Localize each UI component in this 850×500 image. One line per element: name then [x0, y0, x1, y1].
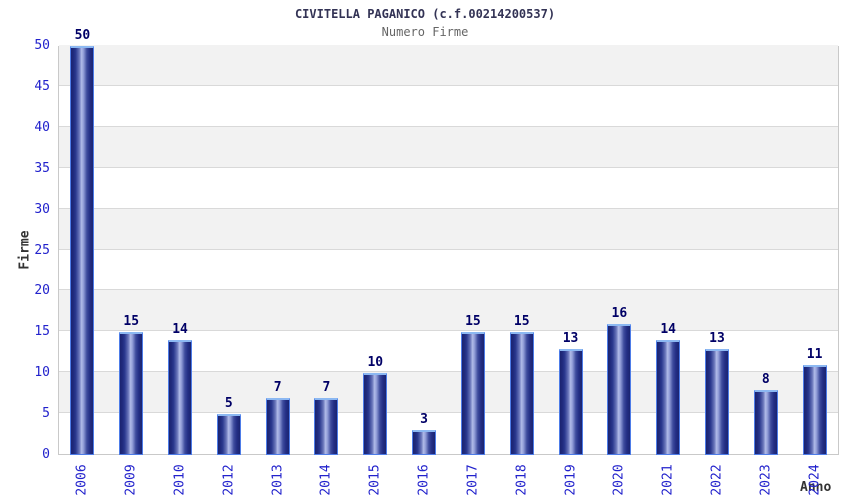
x-tick-label: 2013 — [270, 464, 286, 496]
chart-subtitle: Numero Firme — [381, 25, 469, 39]
bar-2015 — [363, 373, 388, 455]
bar-2012 — [216, 414, 241, 455]
bar-value-label: 3 — [420, 412, 428, 428]
x-tick-label: 2019 — [563, 464, 579, 496]
y-tick-label: 30 — [34, 201, 50, 217]
bar-2019 — [558, 348, 583, 455]
x-tick-label: 2021 — [660, 464, 676, 496]
gridline — [59, 125, 838, 127]
bar-2024 — [802, 365, 827, 455]
gridline — [59, 248, 838, 250]
x-tick-label: 2006 — [74, 464, 90, 496]
gridline — [59, 84, 838, 86]
plot-band — [59, 208, 838, 250]
gridline — [59, 371, 838, 373]
y-tick-label: 10 — [34, 365, 50, 381]
bar-value-label: 7 — [273, 379, 282, 395]
x-tick-label: 2017 — [465, 464, 481, 496]
x-tick-label: 2014 — [318, 464, 334, 496]
plot-band — [59, 126, 838, 168]
bar-2021 — [656, 340, 681, 455]
bar-value-label: 7 — [322, 379, 331, 395]
bar-value-label: 15 — [513, 314, 530, 330]
y-tick-label: 35 — [34, 160, 50, 176]
gridline — [59, 289, 838, 291]
x-tick-label: 2020 — [611, 464, 627, 496]
x-tick-label: 2015 — [367, 464, 383, 496]
y-tick-label: 0 — [42, 447, 50, 462]
bar-value-label: 13 — [562, 330, 579, 346]
bar-value-label: 5 — [224, 396, 233, 412]
bar-value-label: 15 — [465, 314, 481, 330]
x-tick-label: 2009 — [123, 464, 139, 496]
gridline — [59, 207, 838, 209]
x-tick-label: 2023 — [758, 464, 774, 496]
bar-2023 — [753, 389, 778, 455]
bar-value-label: 50 — [74, 28, 91, 43]
bar-2006 — [70, 46, 95, 455]
bar-2009 — [119, 332, 144, 455]
bar-value-label: 11 — [806, 347, 823, 363]
y-tick-label: 45 — [34, 78, 50, 94]
y-tick-label: 40 — [34, 119, 50, 135]
gridline — [59, 330, 838, 332]
y-tick-label: 5 — [42, 406, 50, 422]
plot-band — [59, 290, 838, 332]
plot-band — [59, 249, 838, 291]
bar-value-label: 8 — [761, 371, 770, 387]
x-axis-label: Anno — [800, 480, 832, 495]
y-tick-label: 50 — [34, 38, 50, 53]
bar-value-label: 16 — [611, 306, 628, 322]
bar-2016 — [412, 430, 437, 455]
bar-2013 — [265, 397, 290, 455]
gridline — [59, 412, 838, 414]
bar-value-label: 14 — [172, 322, 188, 338]
bar-value-label: 13 — [709, 330, 725, 346]
bar-2017 — [460, 332, 485, 455]
plot-band — [59, 167, 838, 209]
bar-value-label: 14 — [660, 322, 676, 338]
x-tick-label: 2024 — [807, 464, 823, 496]
bar-2010 — [168, 340, 193, 455]
y-tick-label: 25 — [34, 242, 50, 258]
bar-2018 — [509, 332, 534, 455]
y-tick-label: 15 — [34, 324, 50, 340]
x-tick-label: 2018 — [514, 464, 530, 496]
y-tick-label: 20 — [34, 283, 50, 299]
x-tick-label: 2010 — [172, 464, 188, 496]
plot-band — [59, 45, 838, 86]
gridline — [59, 166, 838, 168]
bar-2020 — [607, 324, 632, 455]
x-tick-label: 2022 — [709, 464, 725, 496]
bar-2022 — [704, 348, 729, 455]
x-tick-label: 2016 — [416, 464, 432, 496]
chart-title: CIVITELLA PAGANICO (c.f.00214200537) — [294, 7, 556, 21]
bar-value-label: 10 — [367, 355, 384, 371]
bar-2014 — [314, 397, 339, 455]
bar-value-label: 15 — [123, 314, 140, 330]
x-tick-label: 2012 — [221, 464, 237, 496]
plot-band — [59, 85, 838, 127]
